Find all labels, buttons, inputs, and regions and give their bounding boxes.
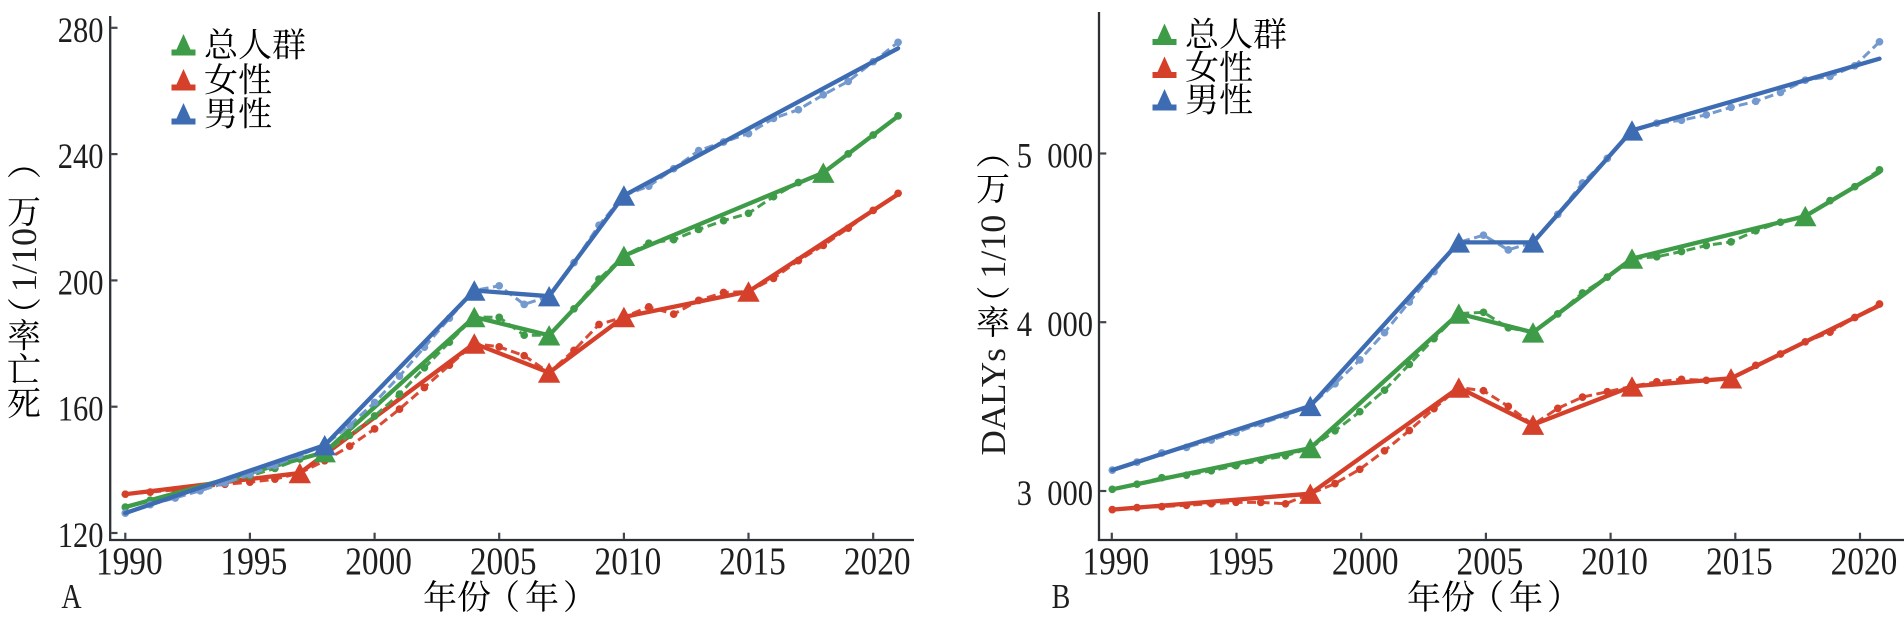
svg-text:1/10: 1/10 <box>4 228 44 292</box>
svg-text:2015: 2015 <box>1706 538 1773 582</box>
svg-text:1995: 1995 <box>221 538 288 582</box>
svg-text:A: A <box>61 577 81 616</box>
svg-text:2015: 2015 <box>719 538 786 582</box>
svg-text:2000: 2000 <box>345 538 412 582</box>
svg-text:5 000: 5 000 <box>1017 137 1093 176</box>
svg-text:B: B <box>1052 577 1071 616</box>
svg-text:280: 280 <box>58 12 104 51</box>
svg-text:160: 160 <box>58 391 104 430</box>
svg-text:2020: 2020 <box>1831 538 1898 582</box>
svg-text:2005: 2005 <box>1457 538 1524 582</box>
svg-text:200: 200 <box>58 264 104 303</box>
svg-text:1990: 1990 <box>96 538 163 582</box>
svg-text:120: 120 <box>58 517 104 556</box>
svg-text:3 000: 3 000 <box>1017 475 1093 514</box>
svg-text:2005: 2005 <box>470 538 537 582</box>
svg-text:2000: 2000 <box>1332 538 1399 582</box>
svg-text:1995: 1995 <box>1207 538 1274 582</box>
svg-text:1990: 1990 <box>1082 538 1149 582</box>
svg-text:240: 240 <box>58 138 104 177</box>
svg-text:2010: 2010 <box>1581 538 1648 582</box>
svg-text:2020: 2020 <box>844 538 911 582</box>
svg-text:2010: 2010 <box>595 538 662 582</box>
svg-text:4 000: 4 000 <box>1017 306 1093 345</box>
svg-text:DALYs: DALYs <box>974 348 1013 455</box>
svg-text:1/10: 1/10 <box>973 215 1013 279</box>
